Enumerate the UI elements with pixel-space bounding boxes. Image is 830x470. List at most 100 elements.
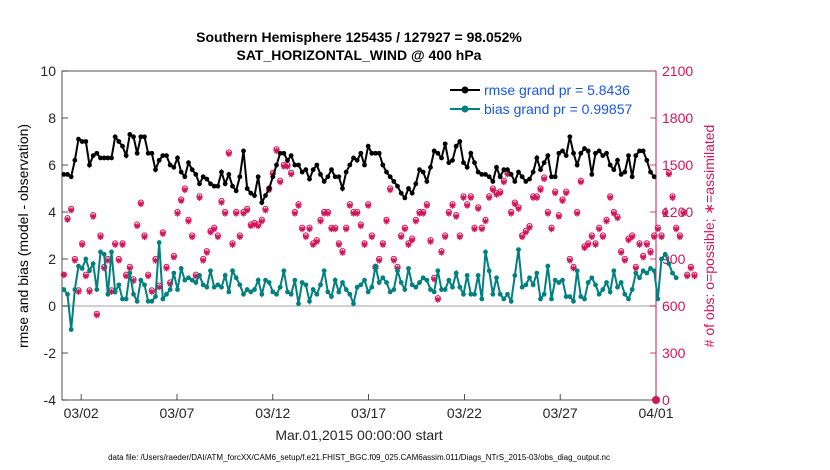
bias-point [98, 249, 103, 255]
obs-assimilated-point [97, 234, 104, 241]
rmse-point [160, 153, 166, 159]
rmse-point [567, 134, 573, 140]
obs-assimilated-point [390, 257, 397, 264]
rmse-point [391, 179, 397, 184]
bias-point [409, 282, 415, 288]
bias-point [178, 266, 184, 271]
bias-point [233, 275, 239, 281]
obs-assimilated-point [405, 241, 412, 248]
rmse-point [178, 169, 184, 175]
obs-assimilated-point [86, 288, 93, 295]
bias-point [204, 284, 210, 290]
y-left-tick-label: 8 [48, 110, 56, 126]
bias-point [512, 273, 518, 278]
bias-point [222, 273, 228, 278]
obs-assimilated-point [170, 254, 177, 261]
y-right-tick-label: 300 [662, 345, 686, 361]
obs-assimilated-point [654, 226, 661, 233]
obs-assimilated-point [684, 273, 691, 280]
bias-point [442, 287, 448, 292]
bias-point [314, 291, 320, 297]
obs-assimilated-point [522, 229, 529, 236]
obs-assimilated-point [559, 198, 566, 205]
rmse-point [127, 132, 133, 137]
bias-point [560, 277, 565, 283]
obs-assimilated-point [544, 210, 551, 217]
bias-point [369, 284, 375, 290]
bias-point [607, 289, 613, 295]
y-left-tick-label: 4 [48, 204, 56, 220]
bias-point [589, 275, 595, 281]
obs-assimilated-point [442, 234, 449, 241]
bias-point [596, 291, 602, 297]
x-tick-label: 03/07 [159, 405, 194, 421]
obs-assimilated-point [295, 202, 302, 209]
rmse-point [175, 155, 180, 161]
obs-assimilated-point [137, 201, 144, 208]
bias-point [648, 266, 653, 271]
obs-assimilated-point [302, 234, 309, 241]
bias-point [167, 287, 173, 292]
y-right-tick-label: 1500 [662, 157, 693, 173]
bias-point [637, 275, 642, 281]
obs-assimilated-point [75, 288, 82, 295]
rmse-point [571, 150, 576, 156]
obs-assimilated-point [570, 265, 577, 272]
bias-point [303, 282, 309, 288]
bias-point [72, 287, 78, 292]
rmse-point [72, 157, 78, 163]
obs-assimilated-point [471, 226, 478, 233]
bias-point [116, 282, 122, 288]
obs-assimilated-point [592, 241, 599, 248]
rmse-point [156, 157, 162, 163]
obs-assimilated-point [357, 223, 364, 230]
x-axis-label: Mar.01,2015 00:00:00 start [275, 427, 442, 443]
rmse-point [523, 179, 529, 184]
obs-assimilated-point [537, 187, 544, 194]
obs-assimilated-point [277, 179, 284, 186]
bias-point [501, 296, 507, 302]
bias-point [490, 291, 496, 297]
rmse-point [211, 183, 217, 189]
bias-point [527, 275, 532, 281]
bias-point [659, 256, 664, 262]
obs-assimilated-point [585, 241, 592, 248]
rmse-point [134, 150, 140, 156]
bias-point [585, 280, 591, 285]
rmse-point [270, 174, 276, 180]
rmse-point [318, 172, 323, 177]
bias-point [175, 287, 180, 292]
obs-assimilated-point [130, 277, 137, 284]
obs-assimilated-point [482, 218, 489, 225]
rmse-point [153, 167, 158, 173]
obs-assimilated-point [387, 187, 394, 194]
rmse-point [351, 155, 356, 161]
rmse-point [519, 174, 525, 180]
rmse-point [61, 172, 67, 177]
obs-assimilated-point [588, 234, 595, 241]
rmse-point [193, 172, 199, 177]
obs-assimilated-point [335, 241, 342, 248]
rmse-point [123, 153, 129, 159]
bias-point [87, 268, 92, 274]
obs-assimilated-point [621, 257, 628, 264]
rmse-point [629, 174, 635, 180]
bias-point [292, 277, 298, 283]
bias-point [391, 287, 397, 292]
obs-assimilated-point [346, 202, 353, 209]
bias-point [640, 268, 646, 274]
obs-assimilated-point [123, 273, 130, 280]
obs-assimilated-point [181, 187, 188, 194]
obs-assimilated-point [93, 312, 100, 319]
y-left-tick-label: 10 [40, 63, 56, 79]
bias-point [332, 277, 338, 283]
obs-assimilated-point [449, 202, 456, 209]
rmse-point [538, 167, 543, 173]
rmse-point [589, 172, 595, 177]
bias-point [134, 298, 140, 304]
rmse-point [464, 164, 470, 170]
rmse-point [373, 150, 378, 156]
bias-point [145, 298, 151, 304]
bias-point [424, 277, 430, 283]
